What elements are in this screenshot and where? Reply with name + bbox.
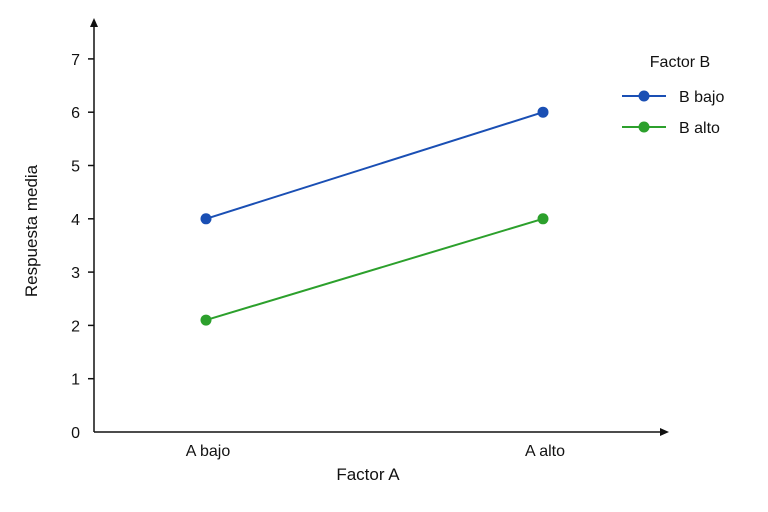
- legend-title: Factor B: [650, 54, 710, 71]
- legend: Factor B B bajo B alto: [622, 54, 724, 137]
- y-tick-label: 1: [71, 372, 80, 389]
- y-tick-label: 7: [71, 52, 80, 69]
- legend-label: B bajo: [679, 89, 724, 106]
- x-axis-arrow-icon: [660, 428, 669, 436]
- x-ticks: A bajo A alto: [186, 443, 565, 460]
- legend-label: B alto: [679, 120, 720, 137]
- legend-items: B bajo B alto: [622, 89, 724, 137]
- series-layer: [200, 106, 549, 326]
- y-tick-label: 5: [71, 159, 80, 176]
- y-tick-label: 2: [71, 318, 80, 335]
- y-axis-title: Respuesta media: [22, 164, 41, 297]
- legend-swatch-marker: [638, 90, 650, 102]
- data-point: [537, 213, 549, 225]
- x-tick-label: A bajo: [186, 443, 231, 460]
- y-tick-label: 3: [71, 265, 80, 282]
- y-axis-arrow-icon: [90, 18, 98, 27]
- y-tick-label: 6: [71, 105, 80, 122]
- y-tick-label: 4: [71, 212, 80, 229]
- data-point: [537, 106, 549, 118]
- axes: [90, 18, 669, 436]
- series-line: [205, 217, 544, 322]
- y-tick-label: 0: [71, 425, 80, 442]
- x-axis-title: Factor A: [336, 465, 400, 484]
- series-line: [205, 111, 544, 220]
- data-point: [200, 314, 212, 326]
- legend-swatch-marker: [638, 121, 650, 133]
- x-tick-label: A alto: [525, 443, 565, 460]
- data-point: [200, 213, 212, 225]
- y-ticks: 0 1 2 3 4 5 6 7: [71, 52, 94, 442]
